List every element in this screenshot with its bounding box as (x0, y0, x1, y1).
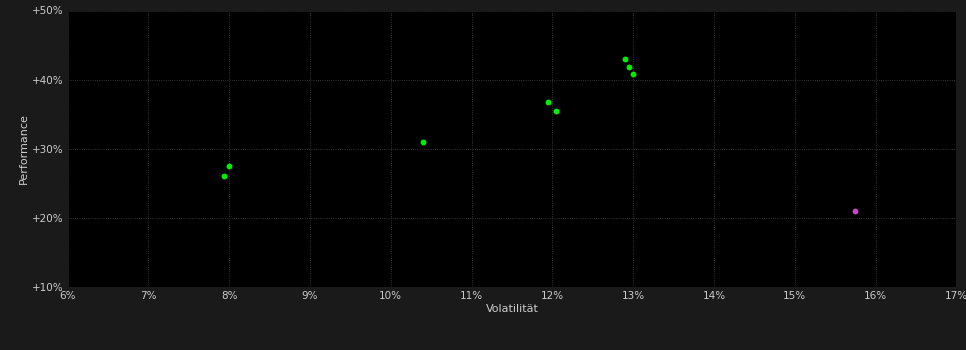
Point (215, 174, 231, 179)
Point (617, 56, 633, 62)
Point (625, 71, 640, 77)
Point (541, 99, 556, 105)
Point (621, 64, 637, 70)
Point (221, 163, 237, 169)
Point (415, 139, 431, 145)
X-axis label: Volatilität: Volatilität (486, 304, 538, 314)
Y-axis label: Performance: Performance (19, 113, 29, 184)
Point (847, 208, 863, 214)
Point (549, 108, 564, 113)
